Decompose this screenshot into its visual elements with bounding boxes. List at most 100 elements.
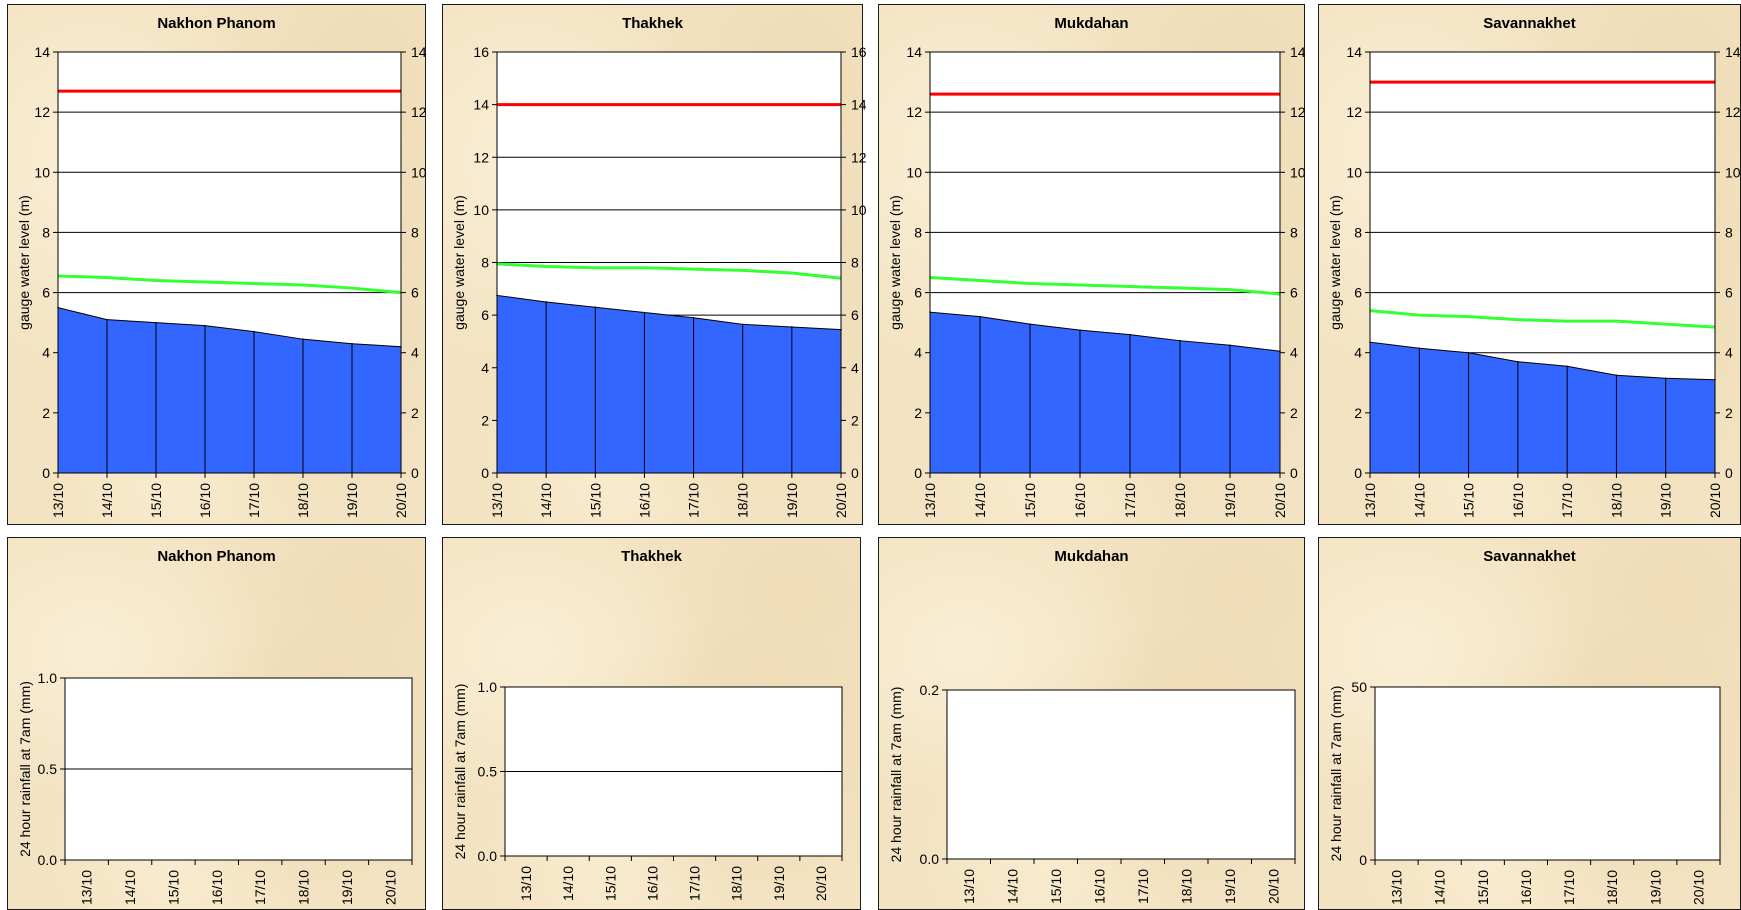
data-point-19-10 (351, 342, 353, 345)
y-tick-label: 0.0 (920, 851, 940, 867)
x-tick-label: 13/10 (79, 870, 95, 905)
x-tick-label: 18/10 (735, 483, 751, 518)
x-tick-label: 19/10 (1647, 870, 1663, 905)
y-axis-label: 24 hour rainfall at 7am (mm) (452, 684, 468, 860)
y-tick-label: 0.5 (478, 764, 498, 780)
y2-tick-label: 2 (411, 405, 419, 421)
x-tick-label: 13/10 (489, 483, 505, 518)
y-tick-label: 16 (473, 44, 489, 60)
y2-tick-label: 12 (1725, 104, 1741, 120)
x-tick-label: 18/10 (729, 866, 745, 901)
y2-tick-label: 10 (1725, 164, 1741, 180)
y2-tick-label: 4 (851, 360, 859, 376)
x-tick-label: 13/10 (1362, 483, 1378, 518)
water-level-panel-thakhek: Thakhek 0 0 2 2 4 4 6 6 8 8 10 10 12 12 14 14 16 16 13/10 14… (442, 4, 867, 525)
y-tick-label: 14 (1346, 44, 1362, 60)
y-tick-label: 0.0 (478, 848, 498, 864)
y-tick-label: 8 (481, 255, 489, 271)
y-tick-label: 4 (914, 345, 922, 361)
y2-tick-label: 14 (1290, 44, 1306, 60)
y-axis-label: gauge water level (m) (16, 195, 32, 330)
x-tick-label: 15/10 (1461, 483, 1477, 518)
data-point-17-10 (253, 330, 255, 333)
x-tick-label: 20/10 (1272, 483, 1288, 518)
data-point-19-10 (791, 326, 793, 328)
y-tick-label: 14 (906, 44, 922, 60)
y-tick-label: 12 (34, 104, 50, 120)
chart-nakhon-phanom-rainfall: Nakhon Phanom 0.0 0.5 1.0 13/10 14/10 15/10 16/… (17, 548, 413, 905)
y2-tick-label: 2 (1725, 405, 1733, 421)
y2-tick-label: 12 (411, 104, 427, 120)
x-tick-label: 18/10 (1604, 870, 1620, 905)
y-tick-label: 4 (1354, 345, 1362, 361)
y2-tick-label: 2 (1290, 405, 1298, 421)
y-tick-label: 0.2 (920, 682, 940, 698)
data-point-18-10 (1179, 339, 1181, 342)
y-tick-label: 6 (914, 285, 922, 301)
data-point-17-10 (1129, 333, 1131, 336)
x-tick-label: 14/10 (538, 483, 554, 518)
x-tick-label: 14/10 (560, 866, 576, 901)
y-tick-label: 0 (481, 465, 489, 481)
y2-tick-label: 4 (1725, 345, 1733, 361)
x-tick-label: 19/10 (771, 866, 787, 901)
y2-tick-label: 6 (1290, 285, 1298, 301)
x-tick-label: 19/10 (1222, 483, 1238, 518)
data-point-14-10 (979, 315, 981, 318)
y-tick-label: 2 (1354, 405, 1362, 421)
y-axis-label: gauge water level (m) (887, 195, 903, 330)
y-tick-label: 2 (42, 405, 50, 421)
series-line-green (57, 274, 402, 295)
y-tick-label: 12 (1346, 104, 1362, 120)
y2-tick-label: 14 (851, 97, 867, 113)
rainfall-panel-nakhon-phanom: Nakhon Phanom 0.0 0.5 1.0 13/10 14/10 15/10 16/… (7, 537, 426, 910)
y-tick-label: 6 (42, 285, 50, 301)
y-tick-label: 0 (914, 465, 922, 481)
y-axis-label: gauge water level (m) (1327, 195, 1343, 330)
x-tick-label: 19/10 (344, 483, 360, 518)
x-tick-label: 13/10 (922, 483, 938, 518)
x-tick-label: 18/10 (1178, 869, 1194, 904)
plot-border (929, 51, 1281, 474)
chart-title: Mukdahan (1054, 548, 1128, 565)
y2-tick-label: 8 (411, 224, 419, 240)
data-point-16-10 (204, 324, 206, 327)
data-point-19-10 (1664, 377, 1667, 380)
chart-nakhon-phanom-water-level: Nakhon Phanom 0 0 2 2 4 4 6 6 8 8 10 10 12 12 14 14 13/10… (16, 15, 427, 518)
x-tick-label: 15/10 (602, 866, 618, 901)
x-tick-label: 15/10 (148, 483, 164, 518)
y2-tick-label: 0 (1290, 465, 1298, 481)
y2-tick-label: 10 (1290, 164, 1306, 180)
series-line-green (496, 262, 842, 280)
y2-tick-label: 0 (851, 465, 859, 481)
data-point-17-10 (692, 316, 695, 319)
water-level-panel-nakhon-phanom: Nakhon Phanom 0 0 2 2 4 4 6 6 8 8 10 10 12 12 14 14 13/10… (7, 4, 427, 525)
x-tick-label: 16/10 (1518, 870, 1534, 905)
y-tick-label: 4 (42, 345, 50, 361)
x-tick-label: 16/10 (1510, 483, 1526, 518)
plot-area (947, 690, 1295, 859)
x-tick-label: 18/10 (1608, 483, 1624, 518)
y-tick-label: 10 (34, 164, 50, 180)
chart-mukdahan-rainfall: Mukdahan 0.0 0.2 13/10 14/10 15/10 16/10 17/10 1… (888, 548, 1296, 904)
x-tick-label: 14/10 (99, 483, 115, 518)
data-point-14-10 (106, 318, 108, 321)
x-tick-label: 16/10 (1091, 869, 1107, 904)
y2-tick-label: 14 (1725, 44, 1741, 60)
x-tick-label: 14/10 (1411, 483, 1427, 518)
x-tick-label: 16/10 (636, 483, 652, 518)
x-tick-label: 14/10 (1432, 870, 1448, 905)
y-tick-label: 10 (906, 164, 922, 180)
plot-area (1375, 687, 1720, 860)
x-tick-label: 13/10 (50, 483, 66, 518)
x-tick-label: 14/10 (122, 870, 138, 905)
plot-border (1369, 51, 1716, 474)
x-tick-label: 19/10 (1658, 483, 1674, 518)
y-tick-label: 1.0 (478, 679, 498, 695)
y-tick-label: 10 (1346, 164, 1362, 180)
x-tick-label: 16/10 (209, 870, 225, 905)
chart-title: Savannakhet (1483, 548, 1576, 565)
x-tick-label: 13/10 (961, 869, 977, 904)
data-point-15-10 (1029, 323, 1031, 325)
x-tick-label: 20/10 (382, 870, 398, 905)
